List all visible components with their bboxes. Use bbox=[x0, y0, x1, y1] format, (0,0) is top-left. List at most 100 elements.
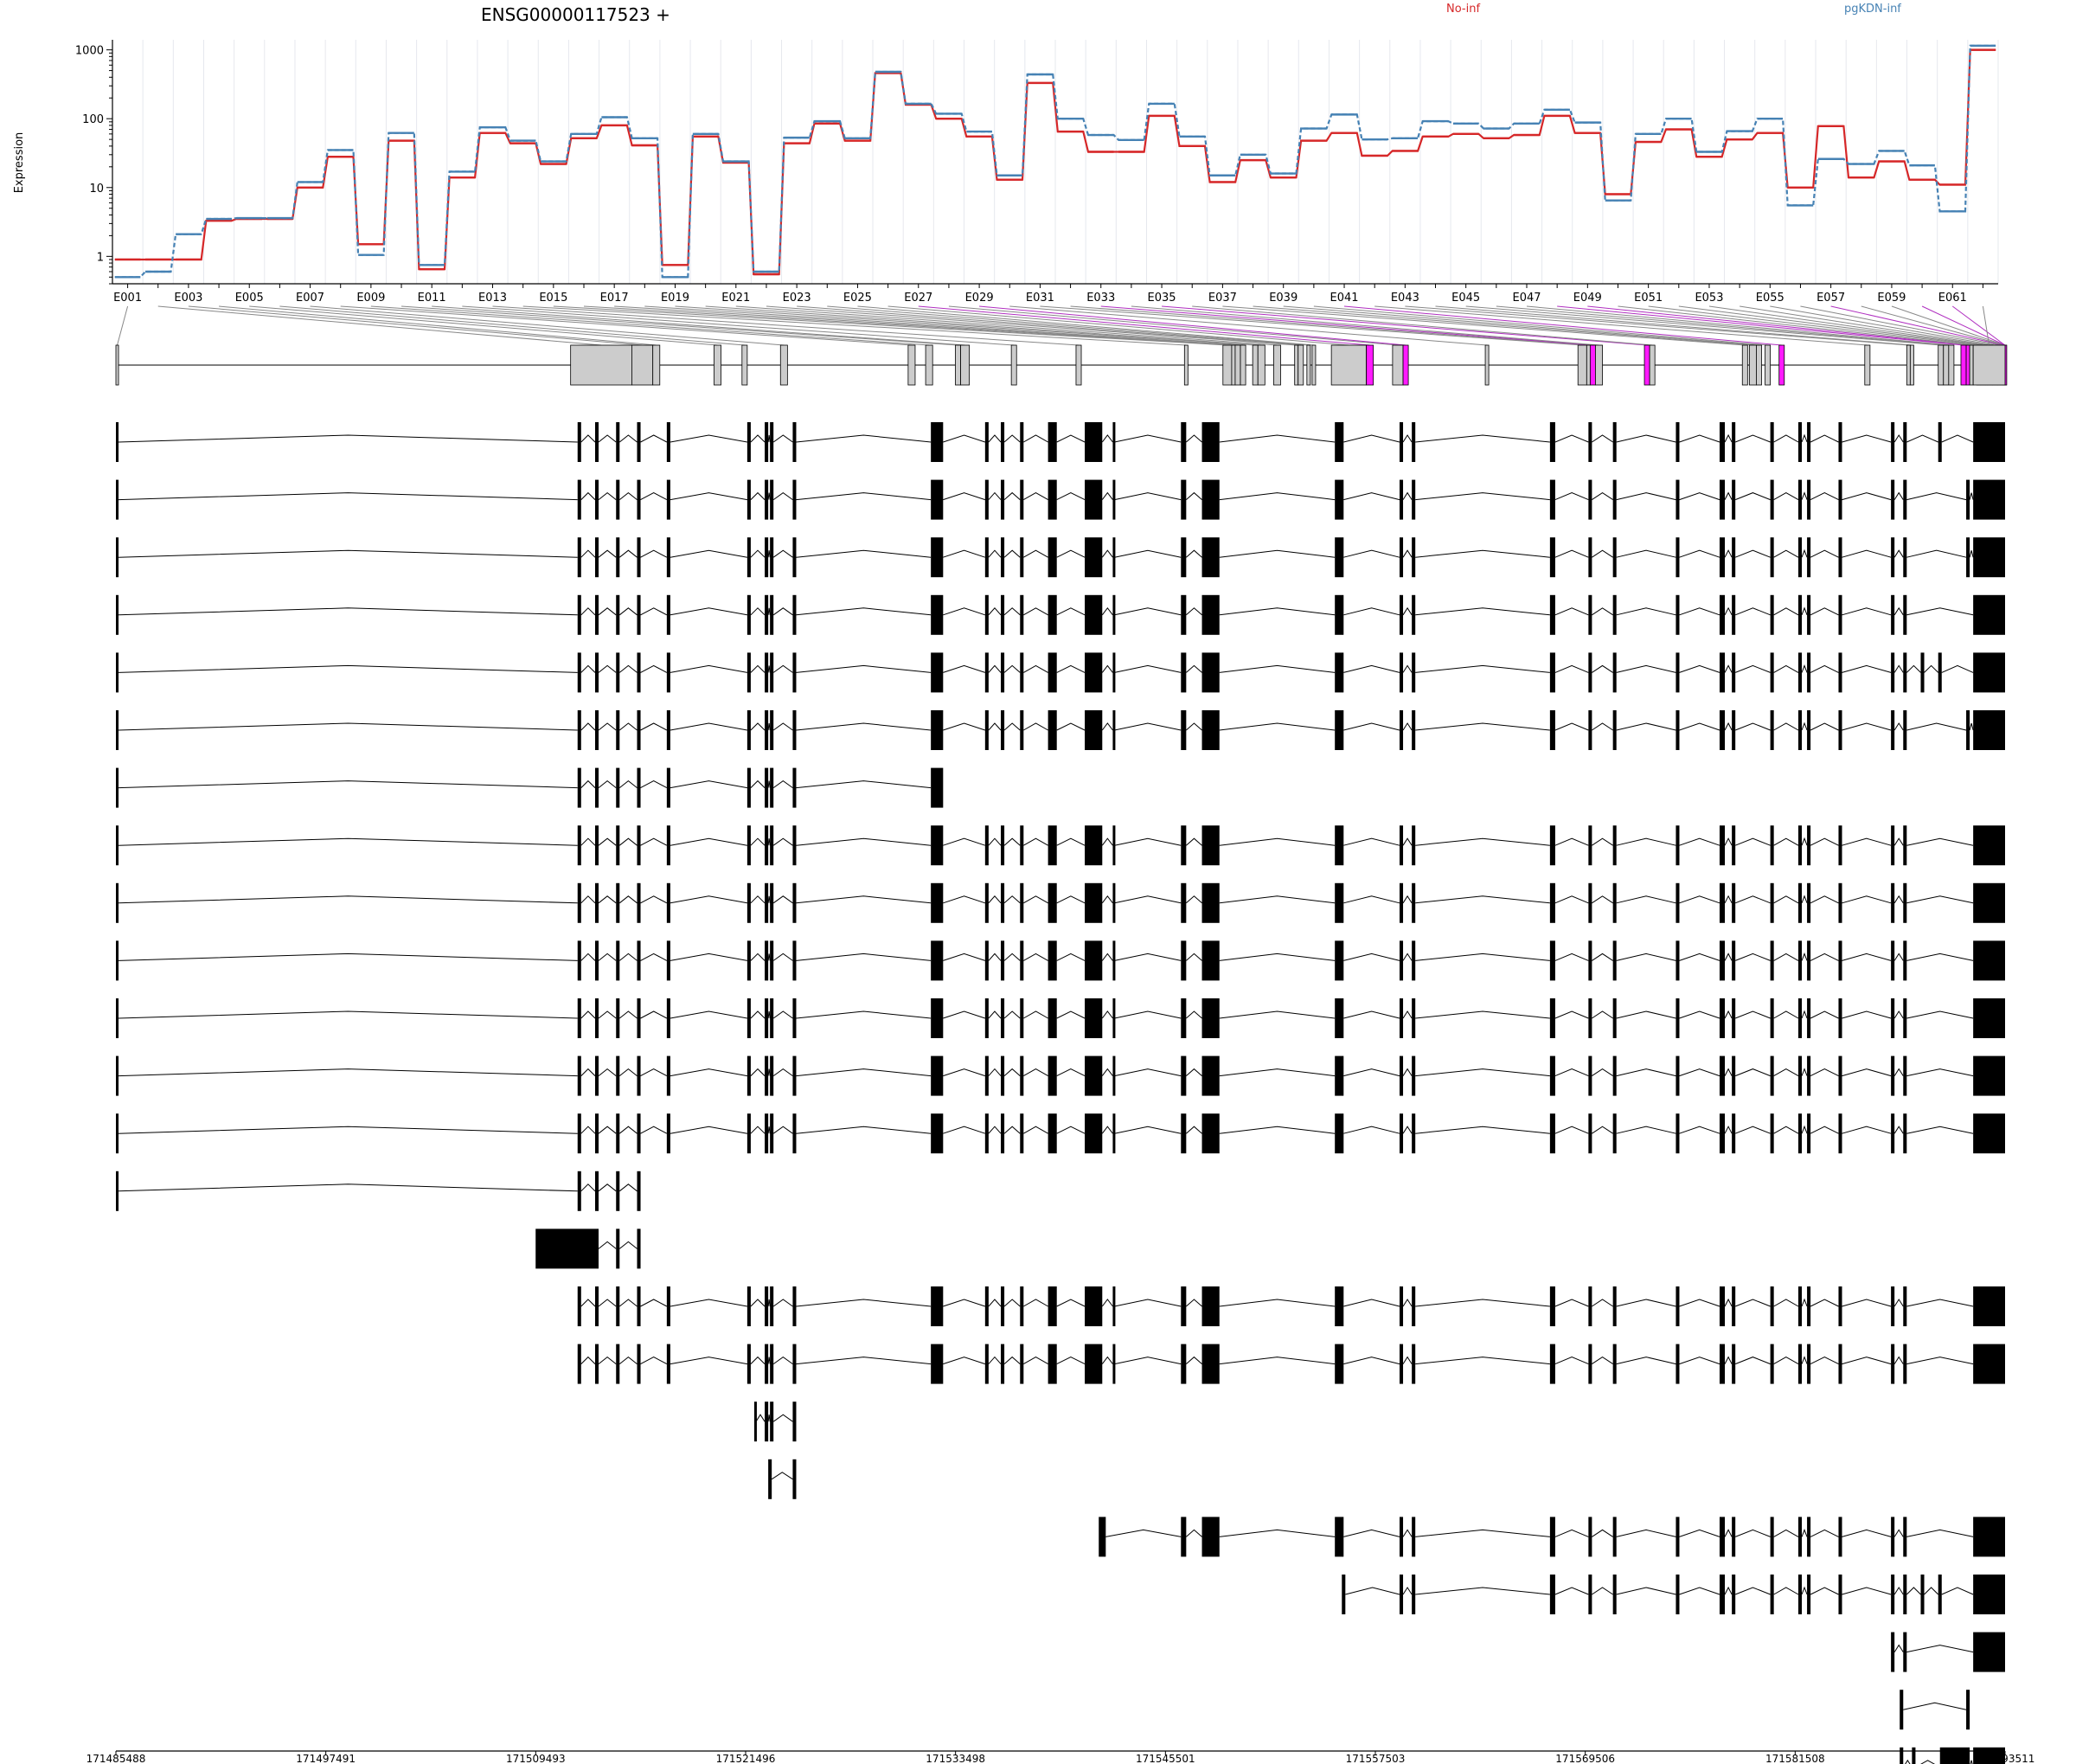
transcript-intron bbox=[1969, 550, 1974, 558]
transcript-intron bbox=[1402, 953, 1413, 961]
transcript-intron bbox=[1906, 953, 1974, 961]
transcript-exon bbox=[1588, 1055, 1592, 1096]
transcript-exon bbox=[1112, 652, 1116, 693]
transcript-intron bbox=[1003, 434, 1021, 443]
transcript-exon bbox=[1838, 710, 1842, 750]
transcript-exon bbox=[1838, 940, 1842, 981]
exon-tick-label: E035 bbox=[1148, 292, 1176, 305]
transcript-exon bbox=[1676, 940, 1680, 981]
transcript-exon bbox=[1001, 998, 1005, 1038]
transcript-exon bbox=[1676, 479, 1680, 520]
transcript-intron bbox=[1810, 895, 1839, 904]
transcript-exon bbox=[1719, 537, 1726, 578]
transcript-intron bbox=[618, 1183, 638, 1192]
transcript-exon bbox=[616, 1286, 620, 1326]
transcript-exon bbox=[1048, 652, 1057, 693]
transcript-exon bbox=[1048, 594, 1057, 635]
transcript-intron bbox=[1906, 837, 1974, 846]
transcript-exon bbox=[1112, 422, 1116, 462]
transcript-exon bbox=[1719, 479, 1726, 520]
transcript-exon bbox=[1732, 1113, 1736, 1154]
transcript-exon bbox=[746, 940, 751, 981]
transcript-intron bbox=[1114, 607, 1182, 616]
exon-connector bbox=[1526, 305, 1951, 346]
transcript-intron bbox=[1402, 1010, 1413, 1019]
transcript-exon bbox=[637, 1344, 641, 1384]
transcript-exon bbox=[1001, 594, 1005, 635]
transcript-exon bbox=[770, 652, 774, 693]
transcript-exon bbox=[1973, 882, 2005, 923]
transcript-intron bbox=[670, 434, 747, 443]
transcript-intron bbox=[1773, 1587, 1799, 1595]
transcript-exon bbox=[1112, 825, 1116, 866]
transcript-exon bbox=[1770, 1286, 1774, 1326]
transcript-exon bbox=[637, 1055, 641, 1096]
transcript-exon bbox=[1612, 940, 1617, 981]
transcript-intron bbox=[598, 1183, 617, 1192]
transcript-exon bbox=[637, 882, 641, 923]
transcript-intron bbox=[1023, 1357, 1048, 1365]
exon-connector bbox=[310, 305, 785, 346]
transcript-intron bbox=[598, 1299, 617, 1307]
transcript-exon bbox=[931, 422, 944, 462]
transcript-intron bbox=[1023, 664, 1048, 673]
transcript-intron bbox=[618, 434, 638, 443]
exon-connector bbox=[1861, 305, 2005, 346]
transcript-exon bbox=[1838, 594, 1842, 635]
transcript-intron bbox=[1734, 953, 1771, 961]
transcript-intron bbox=[1219, 1299, 1336, 1307]
transcript-intron bbox=[1114, 664, 1182, 673]
transcript-intron bbox=[1842, 664, 1892, 673]
transcript-exon bbox=[1973, 998, 2005, 1038]
exon-connector bbox=[705, 305, 1262, 346]
transcript-exon bbox=[1732, 825, 1736, 866]
gene-exon-block bbox=[1778, 344, 1785, 386]
transcript-exon bbox=[666, 652, 670, 693]
transcript-intron bbox=[640, 1299, 668, 1307]
transcript-intron bbox=[580, 779, 596, 788]
transcript-exon bbox=[770, 594, 774, 635]
transcript-exon bbox=[1412, 998, 1416, 1038]
transcript-exon bbox=[1973, 594, 2005, 635]
transcript-intron bbox=[618, 1010, 638, 1019]
transcript-intron bbox=[750, 953, 766, 961]
transcript-exon bbox=[116, 479, 119, 520]
transcript-intron bbox=[1616, 1587, 1676, 1595]
gene-exon-block bbox=[1943, 344, 1950, 386]
exon-tick-label: E005 bbox=[235, 292, 264, 305]
transcript-exon bbox=[616, 940, 620, 981]
transcript-exon bbox=[1020, 594, 1024, 635]
transcript-intron bbox=[598, 837, 617, 846]
transcript-intron bbox=[1734, 434, 1771, 443]
transcript-exon bbox=[616, 825, 620, 866]
transcript-exon bbox=[637, 479, 641, 520]
transcript-intron bbox=[772, 1299, 793, 1307]
transcript-exon bbox=[792, 882, 797, 923]
transcript-intron bbox=[1101, 1068, 1113, 1076]
transcript-exon bbox=[1412, 940, 1416, 981]
transcript-intron bbox=[1773, 1068, 1799, 1077]
transcript-intron bbox=[1801, 1586, 1808, 1595]
transcript-intron bbox=[1810, 434, 1839, 443]
transcript-intron bbox=[1023, 837, 1048, 846]
transcript-intron bbox=[1724, 606, 1733, 616]
transcript-exon bbox=[1891, 1517, 1895, 1557]
exon-connector bbox=[1770, 305, 1996, 346]
transcript-intron bbox=[796, 607, 932, 616]
transcript-exon bbox=[1891, 1575, 1895, 1614]
transcript-exon bbox=[1891, 998, 1895, 1038]
transcript-exon bbox=[1048, 710, 1057, 750]
transcript-exon bbox=[1020, 998, 1024, 1038]
transcript-intron bbox=[1941, 434, 1974, 443]
transcript-intron bbox=[750, 664, 766, 673]
transcript-exon bbox=[1770, 422, 1774, 462]
transcript-exon bbox=[594, 940, 599, 981]
transcript-exon bbox=[637, 1228, 641, 1269]
transcript-intron bbox=[988, 664, 1002, 673]
transcript-intron bbox=[1893, 1068, 1904, 1076]
transcript-exon bbox=[1903, 940, 1907, 981]
exon-connector bbox=[1070, 305, 1589, 346]
transcript-intron bbox=[1101, 549, 1113, 558]
transcript-intron bbox=[1219, 953, 1336, 961]
transcript-exon bbox=[770, 825, 774, 866]
